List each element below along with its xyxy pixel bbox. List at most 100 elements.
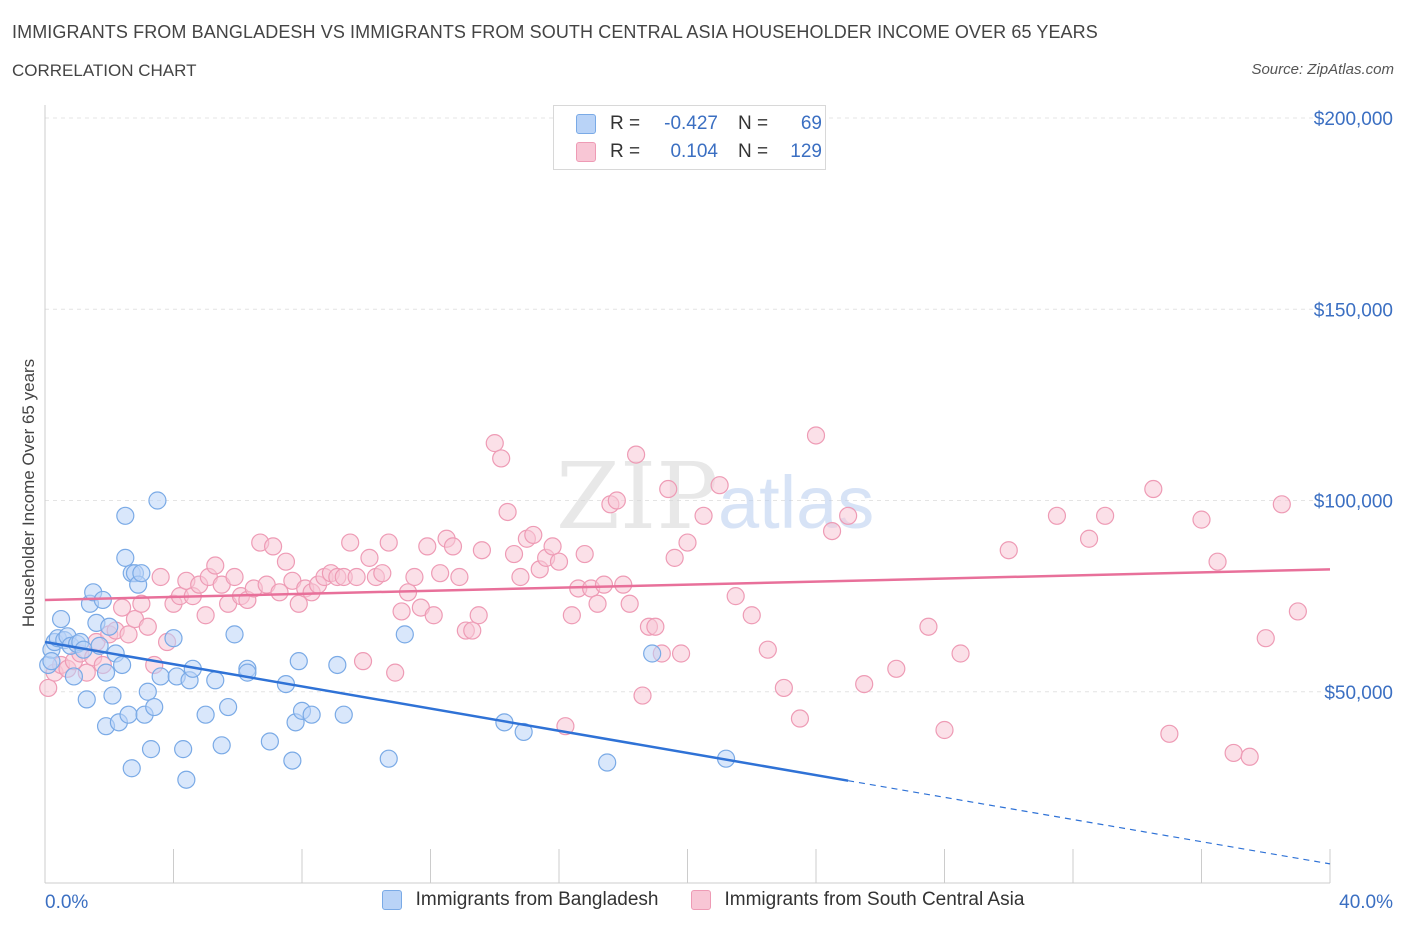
south-central-asia-point-115: [951, 644, 970, 663]
legend-row-bangladesh: R = -0.427 N = 69: [576, 111, 822, 137]
south-central-asia-point-40: [289, 594, 308, 613]
legend-swatch-pink: [690, 890, 711, 910]
south-central-asia-point-65: [450, 567, 469, 587]
south-central-asia-point-87: [594, 575, 614, 594]
south-central-asia-point-62: [431, 564, 450, 583]
south-central-asia-point-116: [999, 541, 1018, 560]
south-central-asia-point-72: [498, 502, 517, 522]
trend-line-bangladesh-extension: [848, 780, 1331, 865]
legend-n-value: 69: [800, 113, 822, 134]
south-central-asia-point-112: [887, 659, 906, 678]
legend-swatch-pink: [576, 142, 596, 162]
watermark: ZIP atlas: [556, 443, 874, 550]
bangladesh-point-4: [51, 609, 71, 629]
south-central-asia-point-89: [607, 491, 626, 510]
south-central-asia-point-54: [379, 533, 398, 552]
trend-line-south-central-asia: [44, 568, 1331, 602]
south-central-asia-point-60: [418, 537, 437, 556]
south-central-asia-point-48: [341, 533, 360, 552]
south-central-asia-point-50: [353, 652, 373, 671]
south-central-asia-point-53: [373, 564, 392, 583]
south-central-asia-point-61: [424, 606, 443, 625]
bangladesh-point-36: [145, 697, 164, 717]
series-south-central-asia: [39, 426, 1307, 766]
south-central-asia-point-37: [270, 583, 289, 602]
south-central-asia-point-25: [196, 606, 215, 625]
south-central-asia-point-104: [742, 606, 761, 625]
south-central-asia-point-27: [206, 556, 225, 575]
correlation-legend: R = -0.427 N = 69 R = 0.104 N = 129: [553, 105, 826, 170]
legend-r-label: R =: [610, 113, 641, 134]
south-central-asia-point-127: [1272, 495, 1291, 514]
legend-r-value: 0.104: [670, 141, 718, 162]
south-central-asia-point-117: [1047, 506, 1067, 525]
bangladesh-point-20: [100, 617, 119, 636]
bangladesh-point-47: [212, 736, 231, 755]
y-tick-label-1: $100,000: [1314, 492, 1393, 513]
south-central-asia-point-79: [543, 537, 562, 556]
trend-line-bangladesh: [44, 640, 849, 782]
bangladesh-point-46: [206, 671, 225, 690]
south-central-asia-point-121: [1160, 724, 1179, 743]
south-central-asia-point-98: [665, 548, 684, 567]
bangladesh-point-49: [225, 625, 244, 644]
y-axis-label: Householder Income Over 65 years: [19, 359, 38, 627]
south-central-asia-point-102: [710, 476, 729, 495]
series-legend: Immigrants from Bangladesh Immigrants fr…: [0, 889, 1406, 911]
south-central-asia-point-51: [360, 548, 379, 567]
x-tick-labels: 0.0% 40.0%: [45, 892, 1393, 913]
y-tick-label-3: $200,000: [1314, 109, 1393, 130]
chart-title: IMMIGRANTS FROM BANGLADESH VS IMMIGRANTS…: [12, 22, 1098, 42]
bangladesh-point-56: [289, 652, 308, 671]
bangladesh-point-58: [302, 705, 321, 724]
trend-lines: [44, 568, 1331, 865]
south-central-asia-point-56: [392, 602, 411, 621]
bangladesh-point-66: [643, 644, 662, 663]
x-tick-label-min: 0.0%: [45, 892, 88, 913]
bangladesh-point-32: [132, 564, 151, 583]
south-central-asia-point-16: [138, 617, 157, 636]
x-tick-label-max: 40.0%: [1339, 892, 1393, 913]
bangladesh-point-41: [174, 740, 193, 759]
legend-r-label: R =: [610, 141, 641, 162]
south-central-asia-point-99: [671, 644, 691, 663]
bangladesh-point-45: [196, 705, 215, 724]
y-tick-label-0: $50,000: [1324, 683, 1393, 704]
south-central-asia-point-114: [935, 720, 954, 740]
south-central-asia-point-91: [620, 594, 639, 613]
south-central-asia-point-86: [588, 594, 607, 613]
south-central-asia-point-68: [469, 606, 488, 625]
south-central-asia-point-92: [626, 445, 646, 464]
bangladesh-point-25: [116, 506, 135, 525]
series-bangladesh: [39, 491, 736, 789]
south-central-asia-point-15: [132, 594, 151, 613]
bangladesh-point-38: [151, 667, 170, 686]
south-central-asia-point-82: [562, 606, 581, 625]
south-central-asia-point-0: [39, 678, 58, 698]
bangladesh-point-24: [112, 655, 132, 675]
south-central-asia-point-90: [614, 575, 633, 594]
south-central-asia-point-74: [511, 567, 530, 587]
south-central-asia-point-36: [263, 537, 283, 556]
south-central-asia-point-119: [1096, 506, 1115, 525]
legend-item-south-central-asia: Immigrants from South Central Asia: [690, 889, 1024, 911]
south-central-asia-point-113: [919, 617, 938, 636]
bangladesh-point-26: [116, 548, 135, 567]
legend-row-south-central-asia: R = 0.104 N = 129: [576, 139, 822, 165]
south-central-asia-point-71: [492, 449, 511, 468]
bangladesh-point-65: [598, 753, 617, 772]
bangladesh-point-68: [42, 652, 61, 671]
south-central-asia-point-126: [1256, 629, 1275, 648]
legend-n-label: N =: [738, 113, 769, 134]
bangladesh-point-60: [334, 705, 353, 724]
south-central-asia-point-76: [524, 525, 543, 545]
south-central-asia-point-122: [1192, 510, 1211, 529]
south-central-asia-point-107: [790, 709, 810, 728]
south-central-asia-point-84: [575, 544, 594, 564]
south-central-asia-point-110: [839, 506, 858, 525]
south-central-asia-point-118: [1079, 529, 1099, 548]
bangladesh-point-52: [260, 732, 279, 751]
bangladesh-point-37: [148, 491, 167, 510]
bangladesh-point-39: [164, 629, 183, 648]
bangladesh-point-27: [119, 705, 138, 724]
